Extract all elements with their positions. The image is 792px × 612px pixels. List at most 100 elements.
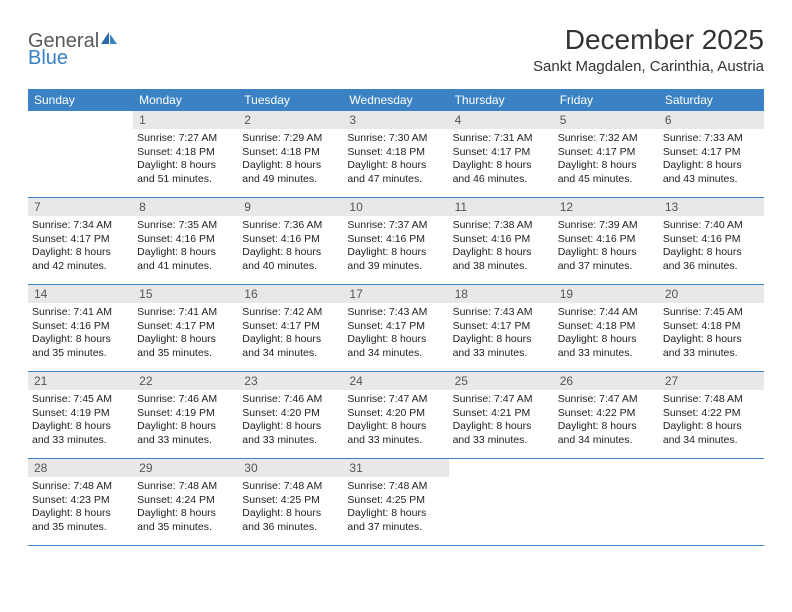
day-number: 8 [133,198,238,216]
sunset-text: Sunset: 4:16 PM [453,233,550,247]
daylight-text: Daylight: 8 hours and 51 minutes. [137,159,234,186]
sunrise-text: Sunrise: 7:48 AM [242,480,339,494]
daylight-text: Daylight: 8 hours and 35 minutes. [137,333,234,360]
sunrise-text: Sunrise: 7:29 AM [242,132,339,146]
sunset-text: Sunset: 4:17 PM [453,320,550,334]
day-number: 28 [28,459,133,477]
sunrise-text: Sunrise: 7:36 AM [242,219,339,233]
daylight-text: Daylight: 8 hours and 33 minutes. [663,333,760,360]
day-number: 12 [554,198,659,216]
day-cell: 28Sunrise: 7:48 AMSunset: 4:23 PMDayligh… [28,459,133,545]
sunrise-text: Sunrise: 7:41 AM [32,306,129,320]
day-cell: 9Sunrise: 7:36 AMSunset: 4:16 PMDaylight… [238,198,343,284]
sunrise-text: Sunrise: 7:32 AM [558,132,655,146]
day-content: Sunrise: 7:46 AMSunset: 4:20 PMDaylight:… [238,390,343,452]
calendar: SundayMondayTuesdayWednesdayThursdayFrid… [28,89,764,546]
sunset-text: Sunset: 4:19 PM [137,407,234,421]
sunset-text: Sunset: 4:20 PM [242,407,339,421]
day-content: Sunrise: 7:31 AMSunset: 4:17 PMDaylight:… [449,129,554,191]
day-content: Sunrise: 7:44 AMSunset: 4:18 PMDaylight:… [554,303,659,365]
day-content: Sunrise: 7:48 AMSunset: 4:22 PMDaylight:… [659,390,764,452]
day-number: 23 [238,372,343,390]
sunrise-text: Sunrise: 7:48 AM [347,480,444,494]
day-content: Sunrise: 7:42 AMSunset: 4:17 PMDaylight:… [238,303,343,365]
day-content: Sunrise: 7:48 AMSunset: 4:25 PMDaylight:… [238,477,343,539]
day-cell: 4Sunrise: 7:31 AMSunset: 4:17 PMDaylight… [449,111,554,197]
sunrise-text: Sunrise: 7:44 AM [558,306,655,320]
day-content: Sunrise: 7:48 AMSunset: 4:24 PMDaylight:… [133,477,238,539]
weekday-header: Friday [554,89,659,111]
weekday-header: Sunday [28,89,133,111]
day-content: Sunrise: 7:47 AMSunset: 4:20 PMDaylight:… [343,390,448,452]
sunrise-text: Sunrise: 7:48 AM [137,480,234,494]
day-number: 16 [238,285,343,303]
day-number: 27 [659,372,764,390]
day-number: 7 [28,198,133,216]
daylight-text: Daylight: 8 hours and 33 minutes. [32,420,129,447]
sunset-text: Sunset: 4:17 PM [242,320,339,334]
day-cell: 5Sunrise: 7:32 AMSunset: 4:17 PMDaylight… [554,111,659,197]
day-content: Sunrise: 7:36 AMSunset: 4:16 PMDaylight:… [238,216,343,278]
daylight-text: Daylight: 8 hours and 36 minutes. [242,507,339,534]
day-content: Sunrise: 7:45 AMSunset: 4:19 PMDaylight:… [28,390,133,452]
day-content: Sunrise: 7:32 AMSunset: 4:17 PMDaylight:… [554,129,659,191]
week-row: 7Sunrise: 7:34 AMSunset: 4:17 PMDaylight… [28,198,764,285]
sunrise-text: Sunrise: 7:39 AM [558,219,655,233]
sunrise-text: Sunrise: 7:45 AM [32,393,129,407]
sunset-text: Sunset: 4:22 PM [663,407,760,421]
day-number: 30 [238,459,343,477]
day-cell: 20Sunrise: 7:45 AMSunset: 4:18 PMDayligh… [659,285,764,371]
day-cell: 18Sunrise: 7:43 AMSunset: 4:17 PMDayligh… [449,285,554,371]
day-content: Sunrise: 7:40 AMSunset: 4:16 PMDaylight:… [659,216,764,278]
day-cell: 29Sunrise: 7:48 AMSunset: 4:24 PMDayligh… [133,459,238,545]
day-content: Sunrise: 7:48 AMSunset: 4:25 PMDaylight:… [343,477,448,539]
daylight-text: Daylight: 8 hours and 38 minutes. [453,246,550,273]
sunrise-text: Sunrise: 7:27 AM [137,132,234,146]
sunset-text: Sunset: 4:24 PM [137,494,234,508]
sunset-text: Sunset: 4:21 PM [453,407,550,421]
daylight-text: Daylight: 8 hours and 43 minutes. [663,159,760,186]
day-content: Sunrise: 7:29 AMSunset: 4:18 PMDaylight:… [238,129,343,191]
day-cell: 27Sunrise: 7:48 AMSunset: 4:22 PMDayligh… [659,372,764,458]
sunset-text: Sunset: 4:17 PM [347,320,444,334]
day-content: Sunrise: 7:41 AMSunset: 4:17 PMDaylight:… [133,303,238,365]
daylight-text: Daylight: 8 hours and 34 minutes. [663,420,760,447]
day-number [449,459,554,477]
sunset-text: Sunset: 4:18 PM [558,320,655,334]
daylight-text: Daylight: 8 hours and 36 minutes. [663,246,760,273]
day-cell: 1Sunrise: 7:27 AMSunset: 4:18 PMDaylight… [133,111,238,197]
daylight-text: Daylight: 8 hours and 35 minutes. [137,507,234,534]
day-number: 18 [449,285,554,303]
day-content: Sunrise: 7:33 AMSunset: 4:17 PMDaylight:… [659,129,764,191]
daylight-text: Daylight: 8 hours and 47 minutes. [347,159,444,186]
sunset-text: Sunset: 4:18 PM [137,146,234,160]
day-number: 9 [238,198,343,216]
daylight-text: Daylight: 8 hours and 40 minutes. [242,246,339,273]
header: General Blue December 2025 Sankt Magdale… [28,24,764,75]
day-cell: 23Sunrise: 7:46 AMSunset: 4:20 PMDayligh… [238,372,343,458]
day-cell: 16Sunrise: 7:42 AMSunset: 4:17 PMDayligh… [238,285,343,371]
day-number: 5 [554,111,659,129]
sunset-text: Sunset: 4:16 PM [242,233,339,247]
sunrise-text: Sunrise: 7:46 AM [137,393,234,407]
daylight-text: Daylight: 8 hours and 33 minutes. [242,420,339,447]
sunrise-text: Sunrise: 7:45 AM [663,306,760,320]
daylight-text: Daylight: 8 hours and 34 minutes. [347,333,444,360]
day-content: Sunrise: 7:43 AMSunset: 4:17 PMDaylight:… [449,303,554,365]
sunrise-text: Sunrise: 7:37 AM [347,219,444,233]
day-cell [554,459,659,545]
day-number: 10 [343,198,448,216]
daylight-text: Daylight: 8 hours and 34 minutes. [558,420,655,447]
day-number [28,111,133,129]
day-cell: 22Sunrise: 7:46 AMSunset: 4:19 PMDayligh… [133,372,238,458]
week-row: 28Sunrise: 7:48 AMSunset: 4:23 PMDayligh… [28,459,764,546]
day-cell: 14Sunrise: 7:41 AMSunset: 4:16 PMDayligh… [28,285,133,371]
day-content: Sunrise: 7:38 AMSunset: 4:16 PMDaylight:… [449,216,554,278]
day-content: Sunrise: 7:30 AMSunset: 4:18 PMDaylight:… [343,129,448,191]
day-cell: 6Sunrise: 7:33 AMSunset: 4:17 PMDaylight… [659,111,764,197]
day-number: 3 [343,111,448,129]
sunrise-text: Sunrise: 7:47 AM [453,393,550,407]
day-number: 11 [449,198,554,216]
weekday-header-row: SundayMondayTuesdayWednesdayThursdayFrid… [28,89,764,111]
day-number: 14 [28,285,133,303]
